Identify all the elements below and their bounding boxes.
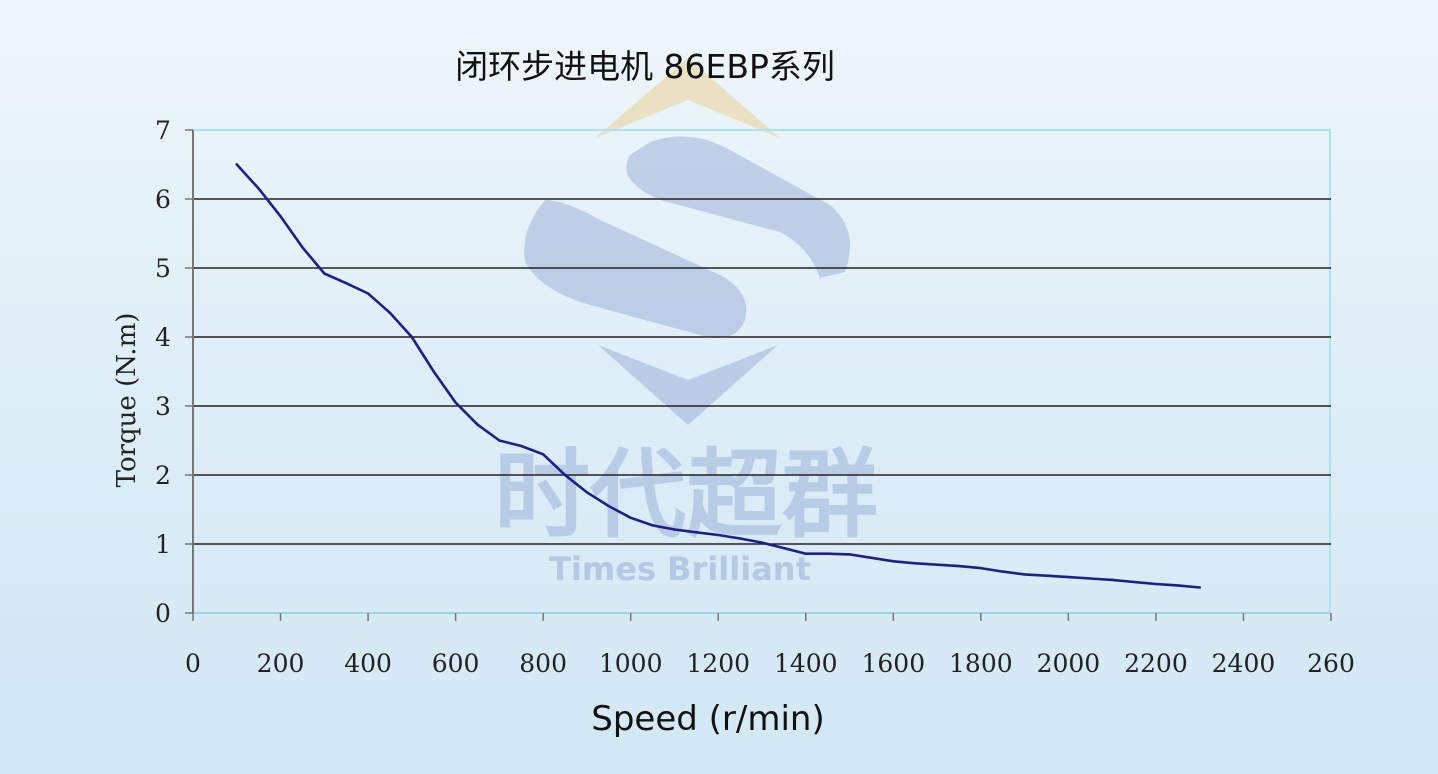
x-tick-label: 2400 [1212, 649, 1276, 678]
data-point [695, 531, 698, 534]
y-axis-label: Torque (N.m) [112, 313, 142, 488]
x-tick-label: 1800 [949, 649, 1013, 678]
y-tick-label: 1 [155, 530, 171, 559]
data-point [738, 537, 742, 540]
logo-blue-chevron-icon [598, 345, 778, 425]
data-point [673, 528, 676, 531]
y-tick-label: 0 [155, 599, 171, 628]
x-tick-label: 2000 [1037, 649, 1101, 678]
data-point [1154, 582, 1158, 586]
x-axis-ticks: 0 200 400 600 800 1000 1200 1400 1600 1800 2000 220… [185, 613, 1355, 678]
data-point [913, 562, 917, 565]
y-tick-label: 4 [155, 323, 171, 352]
x-tick-label: 260 [1307, 649, 1355, 678]
data-point [826, 552, 829, 555]
data-point [476, 423, 479, 426]
data-point [935, 563, 939, 566]
data-point [323, 272, 326, 275]
data-point [541, 453, 545, 456]
data-point [410, 335, 414, 339]
x-tick-label: 400 [344, 649, 392, 678]
data-point [257, 187, 260, 190]
x-tick-label: 2200 [1124, 649, 1188, 678]
data-point [585, 491, 589, 494]
data-point [1110, 578, 1114, 582]
y-tick-label: 3 [155, 392, 171, 421]
data-point [870, 556, 873, 559]
data-point [432, 370, 435, 373]
data-point [366, 292, 370, 295]
x-tick-label: 1400 [774, 649, 838, 678]
watermark-brand-cn: 时代超群 [494, 439, 878, 551]
data-point [1132, 580, 1136, 584]
data-point [344, 281, 348, 285]
data-point [607, 504, 611, 508]
logo-gold-chevron-icon [595, 58, 780, 138]
logo-upper-swoosh-icon [626, 136, 850, 278]
data-point [235, 163, 238, 166]
data-point [1023, 573, 1026, 576]
data-point [1198, 586, 1201, 589]
x-tick-label: 1600 [861, 649, 925, 678]
data-point [279, 215, 282, 218]
horizontal-gridlines [193, 198, 1331, 545]
logo-lower-swoosh-icon [524, 200, 747, 338]
data-point [629, 516, 632, 519]
data-point [1067, 575, 1070, 579]
chart-title: 闭环步进电机 86EBP系列 [455, 47, 835, 86]
y-tick-label: 2 [155, 461, 171, 490]
y-tick-label: 7 [155, 116, 171, 145]
data-point [892, 560, 895, 563]
data-point [979, 566, 983, 570]
x-tick-label: 1200 [686, 649, 750, 678]
data-point [301, 246, 304, 249]
data-point [1001, 570, 1004, 573]
x-tick-label: 200 [257, 649, 305, 678]
brand-watermark: 时代超群 Times Brilliant [494, 58, 878, 588]
data-point [804, 552, 807, 555]
data-point [388, 311, 392, 315]
data-point [760, 541, 764, 544]
x-tick-label: 800 [519, 649, 567, 678]
data-point [651, 524, 654, 527]
data-point [717, 533, 720, 537]
torque-curve-points [235, 163, 1201, 589]
data-point [1089, 577, 1092, 580]
x-tick-label: 1000 [599, 649, 663, 678]
y-tick-label: 5 [155, 254, 171, 283]
data-point [498, 439, 501, 442]
x-axis-label: Speed (r/min) [591, 699, 824, 739]
data-point [454, 401, 457, 404]
data-point [1045, 574, 1048, 577]
watermark-brand-en: Times Brilliant [549, 550, 811, 588]
x-tick-label: 0 [185, 649, 201, 678]
data-point [782, 546, 786, 550]
data-point [520, 444, 523, 448]
data-point [1176, 584, 1180, 587]
y-axis-ticks: 0 1 2 3 4 5 6 7 [155, 116, 193, 628]
x-tick-label: 600 [432, 649, 480, 678]
data-point [957, 564, 961, 568]
y-tick-label: 6 [155, 185, 171, 214]
data-point [848, 553, 851, 556]
data-point [563, 473, 567, 477]
